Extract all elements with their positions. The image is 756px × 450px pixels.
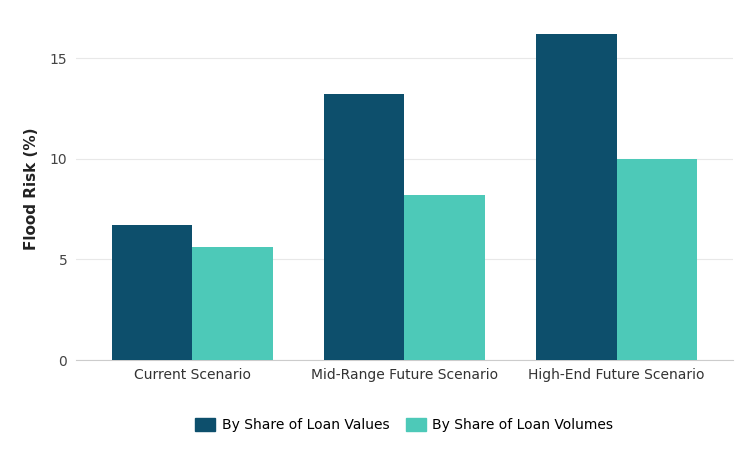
Bar bbox=[536, 34, 617, 360]
Y-axis label: Flood Risk (%): Flood Risk (%) bbox=[23, 128, 39, 250]
Bar bbox=[192, 248, 273, 360]
Bar bbox=[617, 159, 697, 360]
Bar bbox=[324, 94, 404, 360]
Bar bbox=[112, 225, 192, 360]
Legend: By Share of Loan Values, By Share of Loan Volumes: By Share of Loan Values, By Share of Loa… bbox=[188, 411, 621, 439]
Bar bbox=[404, 195, 485, 360]
